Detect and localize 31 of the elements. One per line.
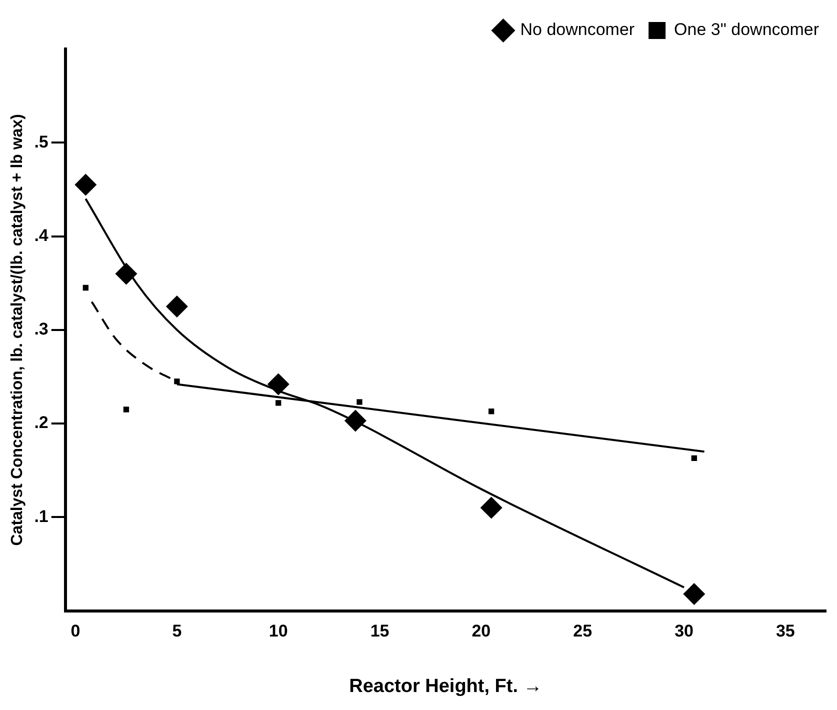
point — [344, 410, 366, 432]
point — [276, 400, 282, 406]
point — [691, 455, 697, 462]
point — [267, 373, 290, 396]
legend-label: One 3" downcomer — [674, 20, 820, 40]
x-tick-label: 10 — [268, 622, 288, 641]
point — [488, 408, 494, 414]
point — [480, 496, 502, 519]
point — [74, 174, 97, 196]
point — [123, 406, 130, 412]
x-tick-label: 20 — [472, 622, 491, 641]
x-tick-label: 30 — [674, 622, 694, 641]
point — [82, 284, 88, 291]
x-tick-label: 5 — [172, 622, 182, 641]
legend-label: No downcomer — [520, 20, 635, 40]
x-tick-label: 25 — [573, 622, 592, 641]
y-tick-label: .1 — [34, 506, 48, 526]
x-tick-label: 15 — [370, 622, 390, 641]
y-axis-title: Catalyst Concentration, lb. catalyst/(lb. catalyst + lb wax) — [9, 114, 26, 546]
point — [174, 378, 180, 384]
point — [356, 399, 362, 405]
point — [683, 582, 706, 605]
y-tick-label: .4 — [34, 226, 49, 245]
y-tick-label: .5 — [34, 132, 48, 152]
x-axis-title: Reactor Height, Ft. → — [349, 676, 542, 697]
x-tick-label: 0 — [70, 622, 80, 641]
point — [115, 262, 138, 285]
y-tick-label: .3 — [34, 320, 48, 339]
x-tick-label: 35 — [776, 622, 795, 641]
y-tick-label: .2 — [34, 413, 48, 432]
point — [166, 295, 188, 318]
